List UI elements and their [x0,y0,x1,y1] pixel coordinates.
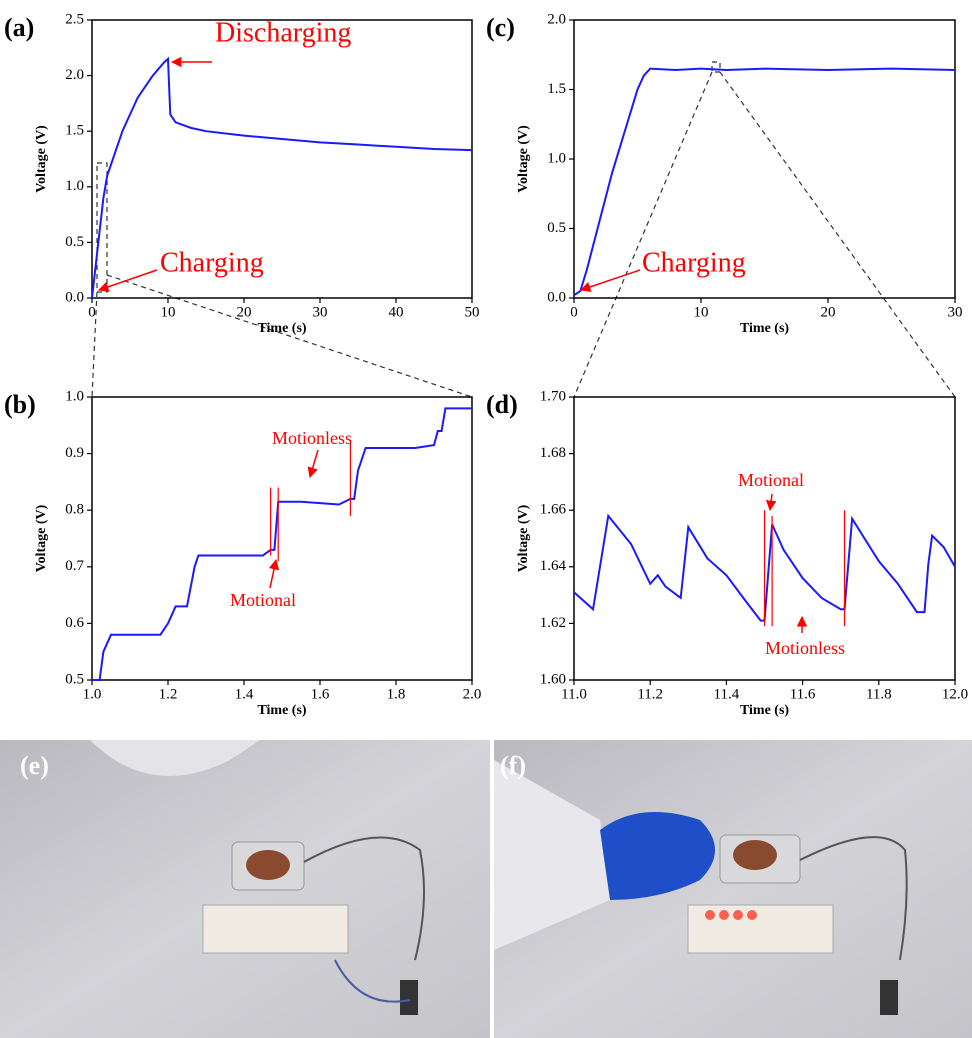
x-axis-label: Time (s) [257,321,306,336]
photo-f [494,740,972,1038]
y-tick-label: 1.62 [540,615,566,631]
x-tick-label: 11.8 [866,686,892,702]
plot-frame [91,396,473,681]
x-tick-label: 11.2 [637,686,663,702]
annotation: Charging [642,247,746,278]
y-tick-label: 1.0 [547,150,566,166]
photo-e [0,740,490,1038]
y-tick-label: 0.0 [65,289,84,305]
y-tick-label: 0.8 [65,502,84,518]
y-tick-label: 0.5 [65,234,84,250]
plot-frame [91,19,473,299]
x-tick-label: 1.6 [311,686,330,702]
annotation-arrow [98,269,158,292]
data-line [573,67,956,297]
x-tick-label: 50 [465,304,480,320]
photo-label: (f) [500,751,526,780]
annotation: Motional [230,590,296,610]
annotation: Motionless [272,428,352,448]
y-tick-label: 2.0 [65,67,84,83]
panel-label: (a) [4,13,34,42]
x-tick-label: 10 [161,304,176,320]
y-axis-label: Voltage (V) [516,504,531,572]
y-tick-label: 1.60 [540,671,566,687]
annotation-arrow [765,493,777,512]
y-axis-label: Voltage (V) [34,504,49,572]
y-tick-label: 1.68 [540,445,566,461]
annotation: Discharging [215,17,351,48]
x-tick-label: 1.4 [235,686,254,702]
y-tick-label: 0.5 [65,671,84,687]
annotation-arrow [268,558,280,589]
y-tick-label: 2.0 [547,11,566,27]
annotation: Motionless [765,638,845,658]
y-tick-label: 0.0 [547,289,566,305]
x-axis-label: Time (s) [740,703,789,718]
x-tick-label: 40 [389,304,404,320]
y-tick-label: 1.5 [65,123,84,139]
y-tick-label: 0.5 [547,220,566,236]
zoom-guides [91,61,956,398]
annotation-arrow [307,449,319,479]
panel-label: (c) [486,13,515,42]
y-tick-label: 1.66 [540,502,567,518]
x-tick-label: 20 [821,304,836,320]
x-tick-label: 11.0 [561,686,587,702]
x-tick-label: 30 [948,304,963,320]
x-tick-label: 10 [694,304,709,320]
data-line [92,407,472,681]
y-axis-label: Voltage (V) [516,125,531,193]
y-axis-label: Voltage (V) [34,125,49,193]
x-tick-label: 1.8 [387,686,406,702]
x-tick-label: 11.4 [714,686,740,702]
y-tick-label: 1.64 [540,558,567,574]
x-tick-label: 0 [88,304,96,320]
panel-label: (b) [4,390,36,419]
y-tick-label: 2.5 [65,11,84,27]
x-tick-label: 1.0 [83,686,102,702]
x-tick-label: 1.2 [159,686,178,702]
x-axis-label: Time (s) [257,703,306,718]
x-tick-label: 2.0 [463,686,482,702]
annotation-arrow [580,269,641,292]
y-tick-label: 0.7 [65,558,84,574]
y-tick-label: 1.70 [540,388,566,404]
x-tick-label: 20 [237,304,252,320]
data-line [91,56,473,299]
y-tick-label: 1.0 [65,388,84,404]
plot-frame [573,396,956,681]
plot-frame [573,19,956,299]
y-tick-label: 1.5 [547,81,566,97]
y-tick-label: 1.0 [65,178,84,194]
x-tick-label: 12.0 [942,686,968,702]
annotation: Motional [738,470,804,490]
x-tick-label: 0 [570,304,578,320]
y-tick-label: 0.9 [65,445,84,461]
panel-label: (d) [486,390,518,419]
x-axis-label: Time (s) [740,321,789,336]
annotation: Charging [160,247,264,278]
x-tick-label: 30 [313,304,328,320]
photo-label: (e) [20,751,49,780]
x-tick-label: 11.6 [790,686,816,702]
y-tick-label: 0.6 [65,615,84,631]
